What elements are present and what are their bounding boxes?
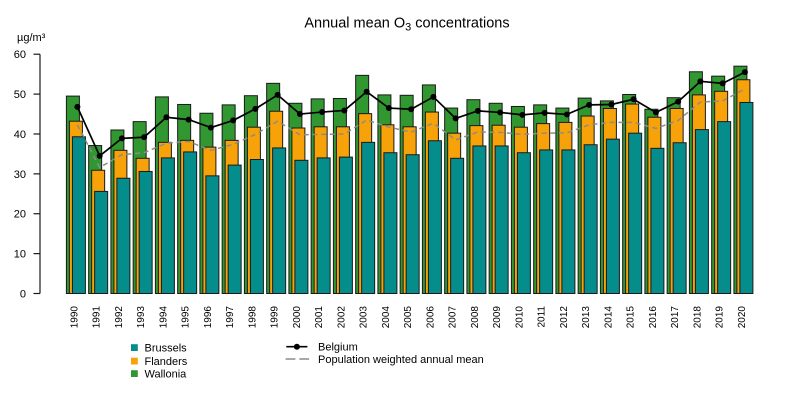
svg-text:2001: 2001 bbox=[314, 306, 325, 329]
svg-text:2003: 2003 bbox=[359, 306, 370, 329]
svg-text:2008: 2008 bbox=[470, 306, 481, 329]
svg-text:2016: 2016 bbox=[648, 306, 659, 329]
svg-text:2010: 2010 bbox=[514, 306, 525, 329]
svg-text:2009: 2009 bbox=[492, 306, 503, 329]
svg-text:µg/m³: µg/m³ bbox=[17, 32, 46, 44]
svg-text:2002: 2002 bbox=[336, 306, 347, 329]
svg-text:1995: 1995 bbox=[181, 306, 192, 329]
svg-text:60: 60 bbox=[14, 49, 26, 61]
svg-text:2015: 2015 bbox=[626, 306, 637, 329]
svg-text:2013: 2013 bbox=[581, 306, 592, 329]
svg-text:10: 10 bbox=[14, 249, 26, 261]
svg-text:2014: 2014 bbox=[603, 306, 614, 329]
svg-text:2018: 2018 bbox=[692, 306, 703, 329]
svg-text:2011: 2011 bbox=[537, 306, 548, 328]
svg-text:Flanders: Flanders bbox=[145, 356, 188, 368]
svg-text:2017: 2017 bbox=[670, 306, 681, 329]
svg-text:2007: 2007 bbox=[448, 306, 459, 329]
svg-text:2012: 2012 bbox=[559, 306, 570, 329]
svg-text:1993: 1993 bbox=[136, 306, 147, 329]
svg-text:Annual mean O3 concentrations: Annual mean O3 concentrations bbox=[304, 16, 509, 34]
svg-text:1998: 1998 bbox=[247, 306, 258, 329]
svg-text:Wallonia: Wallonia bbox=[145, 368, 188, 380]
svg-text:2020: 2020 bbox=[737, 306, 748, 329]
svg-text:1997: 1997 bbox=[225, 306, 236, 329]
svg-text:20: 20 bbox=[14, 209, 26, 221]
svg-text:2004: 2004 bbox=[381, 306, 392, 329]
svg-text:30: 30 bbox=[14, 169, 26, 181]
svg-text:1996: 1996 bbox=[203, 306, 214, 329]
svg-text:2006: 2006 bbox=[425, 306, 436, 329]
svg-text:1992: 1992 bbox=[114, 306, 125, 329]
svg-text:50: 50 bbox=[14, 89, 26, 101]
svg-text:2019: 2019 bbox=[715, 306, 726, 329]
svg-text:2000: 2000 bbox=[292, 306, 303, 329]
svg-text:1990: 1990 bbox=[69, 306, 80, 329]
svg-text:Brussels: Brussels bbox=[145, 342, 188, 354]
svg-text:Belgium: Belgium bbox=[318, 342, 358, 354]
svg-text:0: 0 bbox=[20, 288, 26, 300]
svg-text:1999: 1999 bbox=[270, 306, 281, 329]
svg-text:2005: 2005 bbox=[403, 306, 414, 329]
svg-text:40: 40 bbox=[14, 129, 26, 141]
svg-text:1991: 1991 bbox=[92, 306, 103, 329]
svg-text:1994: 1994 bbox=[158, 306, 169, 329]
svg-text:Population weighted annual mea: Population weighted annual mean bbox=[318, 354, 484, 366]
